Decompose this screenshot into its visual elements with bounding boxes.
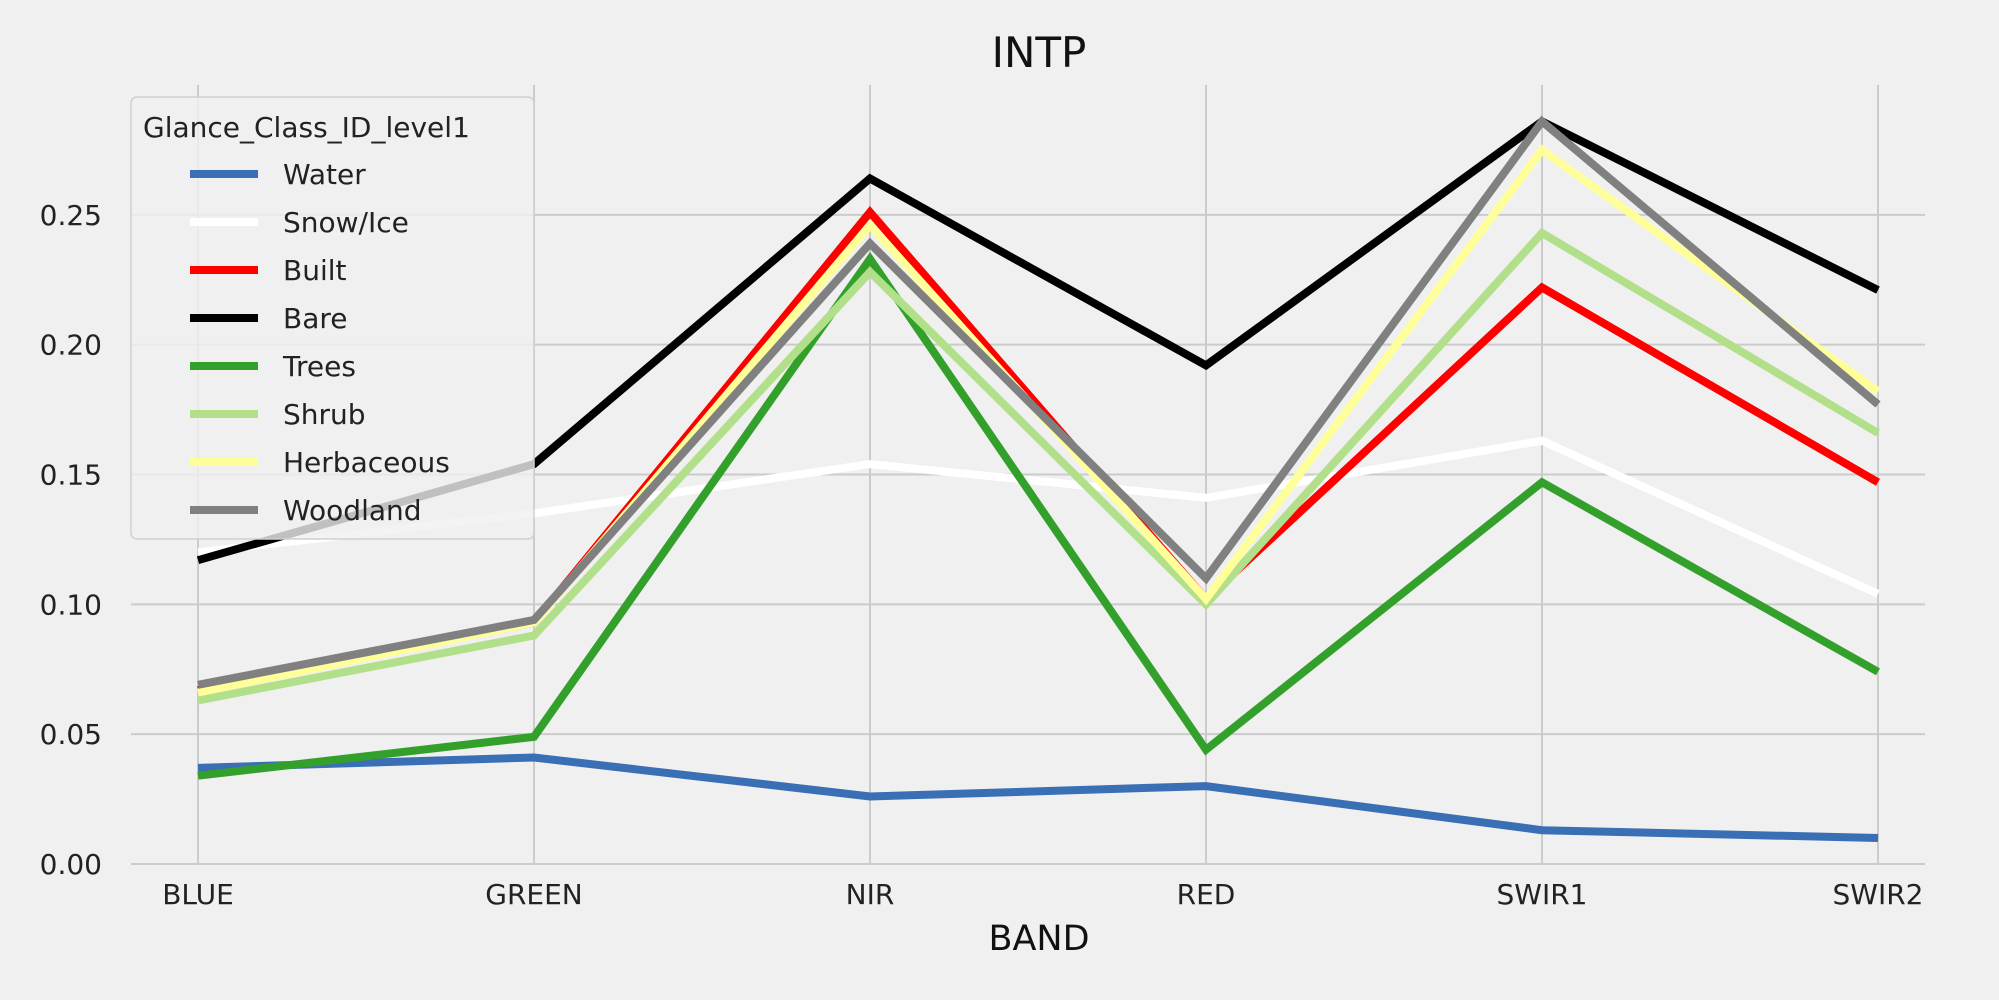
y-tick-label: 0.25 — [40, 199, 102, 232]
y-axis-ticks: 0.00 0.05 0.10 0.15 0.20 0.25 — [40, 199, 102, 881]
y-tick-label: 0.20 — [40, 329, 102, 362]
x-tick-label: RED — [1177, 878, 1236, 911]
series-line-water — [197, 753, 1879, 842]
series-line-shrub — [197, 227, 1881, 705]
x-tick-label: GREEN — [485, 878, 582, 911]
y-tick-label: 0.10 — [40, 588, 102, 621]
legend-label-built: Built — [283, 254, 347, 287]
x-tick-label: BLUE — [162, 878, 234, 911]
x-axis-ticks: BLUE GREEN NIR RED SWIR1 SWIR2 — [162, 878, 1923, 911]
chart-title: INTP — [992, 28, 1087, 77]
series-line-woodland — [197, 115, 1881, 689]
legend-label-bare: Bare — [283, 302, 348, 335]
legend-label-herbaceous: Herbaceous — [283, 446, 450, 479]
legend-label-woodland: Woodland — [283, 494, 422, 527]
legend-box — [130, 96, 535, 540]
legend-label-trees: Trees — [282, 350, 356, 383]
legend: Glance_Class_ID_level1 Water Snow/Ice Buil… — [130, 96, 535, 540]
series-line-trees — [197, 251, 1880, 780]
x-axis-title: BAND — [988, 919, 1089, 959]
legend-label-snow-ice: Snow/Ice — [283, 206, 409, 239]
y-tick-label: 0.05 — [40, 718, 102, 751]
legend-label-shrub: Shrub — [283, 398, 366, 431]
x-tick-label: SWIR1 — [1497, 878, 1588, 911]
legend-items: Water Snow/Ice Built Bare Trees Shrub Herbaceo… — [190, 158, 450, 527]
legend-label-water: Water — [283, 158, 366, 191]
y-tick-label: 0.00 — [40, 848, 102, 881]
legend-title: Glance_Class_ID_level1 — [143, 111, 470, 144]
x-tick-label: NIR — [846, 878, 895, 911]
y-tick-label: 0.15 — [40, 459, 102, 492]
x-tick-label: SWIR2 — [1833, 878, 1924, 911]
